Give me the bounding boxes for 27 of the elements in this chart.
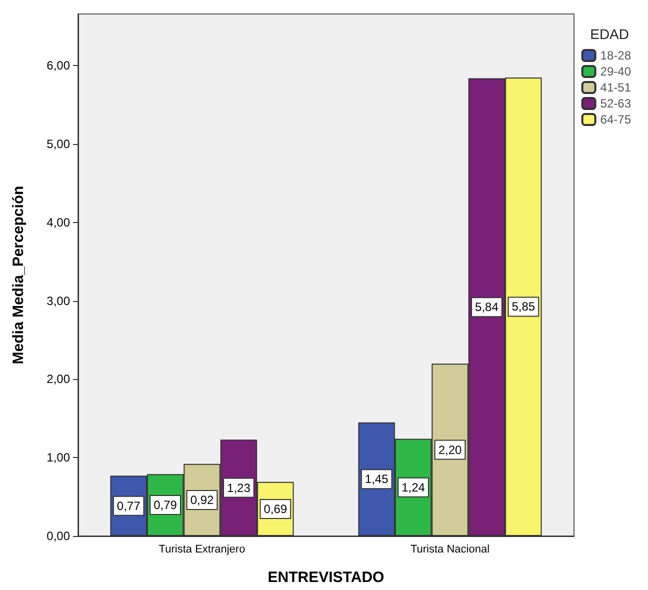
y-tick-label: 6,00: [46, 58, 70, 73]
x-tick-label: Turista Extranjero: [158, 544, 246, 556]
data-label: 0,69: [264, 502, 288, 516]
legend-label: 18-28: [600, 48, 632, 62]
y-tick-label: 1,00: [46, 450, 70, 465]
data-label: 2,20: [438, 442, 462, 457]
legend-label: 64-75: [600, 112, 632, 126]
legend-title: EDAD: [590, 26, 630, 42]
data-label: 0,79: [154, 498, 178, 512]
legend-label: 29-40: [600, 64, 632, 78]
data-label: 1,24: [402, 480, 426, 494]
data-label: 1,45: [364, 472, 389, 486]
legend-label: 41-51: [600, 80, 632, 94]
y-axis-title: Media Media_Percepción: [10, 186, 27, 364]
x-axis-title: ENTREVISTADO: [268, 569, 385, 586]
legend-label: 52-63: [600, 96, 632, 110]
y-tick-label: 5,00: [46, 137, 70, 152]
data-label: 5,85: [512, 300, 536, 314]
y-tick-label: 3,00: [46, 294, 70, 308]
data-label: 1,23: [227, 480, 251, 495]
y-tick-label: 0,00: [46, 529, 70, 543]
x-tick-label: Turista Nacional: [410, 544, 490, 556]
data-label: 0,77: [116, 498, 141, 513]
y-tick-label: 4,00: [46, 215, 70, 230]
data-label: 5,84: [475, 300, 499, 314]
y-tick-label: 2,00: [46, 372, 70, 386]
data-label: 0,92: [190, 492, 214, 507]
